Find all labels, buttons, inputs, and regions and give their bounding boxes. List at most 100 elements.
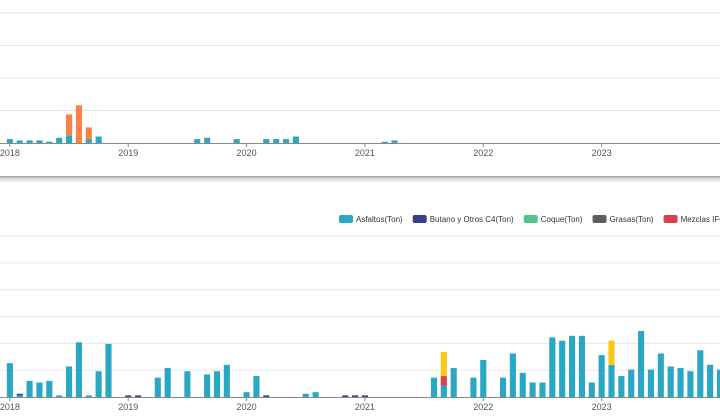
bar-asfaltos-8[interactable] (85, 139, 92, 143)
bar-asfaltos-2[interactable] (26, 140, 33, 143)
bar-asfaltos-21[interactable] (213, 371, 221, 397)
x-tick-label: 2023 (592, 148, 612, 158)
bar-asfaltos-53[interactable] (529, 382, 536, 397)
bar-asfaltos-31[interactable] (312, 392, 319, 397)
panel-divider[interactable] (0, 176, 720, 182)
bar-asfaltos-67[interactable] (667, 366, 674, 397)
bar-asfaltos-70[interactable] (697, 350, 704, 397)
bar-orange-8[interactable] (85, 127, 92, 140)
bar-asfaltos-60[interactable] (598, 355, 605, 397)
legend-swatch-butano[interactable] (412, 215, 427, 223)
bar-asfaltos-38[interactable] (381, 141, 388, 143)
bar-asfaltos-57[interactable] (569, 335, 576, 397)
bar-asfaltos-5[interactable] (56, 395, 63, 397)
bar-asfaltos-10[interactable] (105, 343, 112, 397)
bar-asfaltos-56[interactable] (559, 340, 566, 397)
bar-orange-7[interactable] (75, 105, 82, 143)
bar-asfaltos-48[interactable] (480, 359, 487, 397)
bar-asfaltos-6[interactable] (65, 135, 73, 143)
bar-asfaltos-44[interactable] (440, 385, 447, 397)
x-tick-label: 2018 (0, 402, 20, 412)
bar-asfaltos-20[interactable] (204, 137, 211, 143)
bar-asfaltos-9[interactable] (95, 136, 102, 144)
top-chart: 2018 2019 2020 2021 2022 2023 (0, 12, 720, 158)
bar-yellow-61[interactable] (608, 340, 615, 365)
bar-asfaltos-43[interactable] (430, 377, 438, 397)
bar-asfaltos-62[interactable] (618, 376, 625, 397)
bar-asfaltos-23[interactable] (233, 139, 240, 143)
legend-label-butano[interactable]: Butano y Otros C4(Ton) (430, 215, 514, 224)
bar-butano-34[interactable] (342, 395, 349, 397)
bar-butano-36[interactable] (361, 395, 368, 397)
legend-swatch-grasas[interactable] (592, 215, 607, 223)
bar-asfaltos-63[interactable] (628, 369, 635, 397)
bar-asfaltos-58[interactable] (578, 335, 585, 397)
bar-asfaltos-24[interactable] (243, 392, 250, 397)
bar-asfaltos-65[interactable] (647, 369, 655, 397)
bar-asfaltos-16[interactable] (164, 368, 171, 397)
bar-asfaltos-3[interactable] (36, 382, 43, 397)
bar-asfaltos-1[interactable] (16, 395, 23, 397)
bar-asfaltos-45[interactable] (450, 368, 457, 397)
bar-asfaltos-1[interactable] (16, 140, 23, 143)
bar-yellow-44[interactable] (440, 351, 447, 377)
bar-asfaltos-51[interactable] (509, 353, 516, 397)
bar-asfaltos-27[interactable] (273, 139, 280, 143)
legend-swatch-mezclas_ifo[interactable] (663, 215, 678, 223)
x-tick-label: 2019 (118, 148, 138, 158)
bar-asfaltos-15[interactable] (154, 377, 161, 397)
bar-butano-13[interactable] (135, 395, 142, 397)
legend-swatch-coque[interactable] (523, 215, 538, 223)
bar-butano-1[interactable] (16, 393, 23, 396)
bar-asfaltos-68[interactable] (677, 368, 684, 397)
bar-asfaltos-52[interactable] (519, 372, 526, 397)
bar-asfaltos-18[interactable] (184, 371, 191, 397)
bar-asfaltos-25[interactable] (253, 376, 260, 397)
x-tick-label: 2020 (237, 402, 257, 412)
bar-orange-6[interactable] (65, 114, 73, 136)
bar-asfaltos-50[interactable] (499, 377, 507, 397)
bar-asfaltos-54[interactable] (539, 382, 546, 397)
bar-asfaltos-2[interactable] (26, 380, 33, 397)
bar-asfaltos-64[interactable] (638, 330, 645, 397)
bar-asfaltos-6[interactable] (65, 366, 73, 397)
bar-asfaltos-47[interactable] (470, 377, 477, 397)
bar-asfaltos-9[interactable] (95, 371, 102, 397)
bar-asfaltos-4[interactable] (46, 141, 53, 143)
x-tick-label: 2019 (118, 402, 138, 412)
bar-asfaltos-7[interactable] (75, 342, 82, 397)
bar-asfaltos-55[interactable] (549, 337, 556, 397)
bar-butano-26[interactable] (263, 395, 270, 397)
legend-label-coque[interactable]: Coque(Ton) (541, 215, 583, 224)
bar-butano-12[interactable] (125, 395, 132, 397)
bar-asfaltos-71[interactable] (707, 364, 714, 397)
bar-asfaltos-4[interactable] (46, 380, 53, 397)
bar-butano-35[interactable] (352, 395, 359, 397)
bar-asfaltos-69[interactable] (687, 371, 694, 397)
bar-asfaltos-28[interactable] (282, 139, 290, 143)
legend-label-asfaltos[interactable]: Asfaltos(Ton) (356, 215, 403, 224)
bar-asfaltos-72[interactable] (716, 369, 720, 397)
bar-asfaltos-19[interactable] (194, 139, 201, 143)
bar-asfaltos-59[interactable] (588, 382, 595, 397)
x-tick-label: 2020 (237, 148, 257, 158)
x-tick-label: 2022 (473, 402, 493, 412)
legend-swatch-asfaltos[interactable] (339, 215, 353, 223)
bar-asfaltos-3[interactable] (36, 140, 43, 143)
bar-asfaltos-39[interactable] (391, 140, 398, 143)
x-tick-label: 2018 (0, 148, 20, 158)
bar-asfaltos-20[interactable] (204, 374, 211, 397)
bar-asfaltos-30[interactable] (302, 393, 309, 397)
bar-asfaltos-61[interactable] (608, 364, 615, 397)
bar-asfaltos-26[interactable] (263, 139, 270, 143)
bar-asfaltos-22[interactable] (223, 364, 230, 397)
bar-asfaltos-8[interactable] (85, 395, 92, 397)
bar-asfaltos-0[interactable] (6, 139, 13, 143)
bar-asfaltos-0[interactable] (6, 363, 13, 397)
legend-label-mezclas_ifo[interactable]: Mezclas IFO(Ton) (681, 215, 720, 224)
bar-asfaltos-66[interactable] (657, 353, 664, 397)
bar-mezclas_ifo-44[interactable] (440, 376, 447, 386)
legend-label-grasas[interactable]: Grasas(Ton) (610, 215, 654, 224)
bar-asfaltos-29[interactable] (292, 136, 299, 144)
bar-asfaltos-5[interactable] (56, 137, 63, 143)
